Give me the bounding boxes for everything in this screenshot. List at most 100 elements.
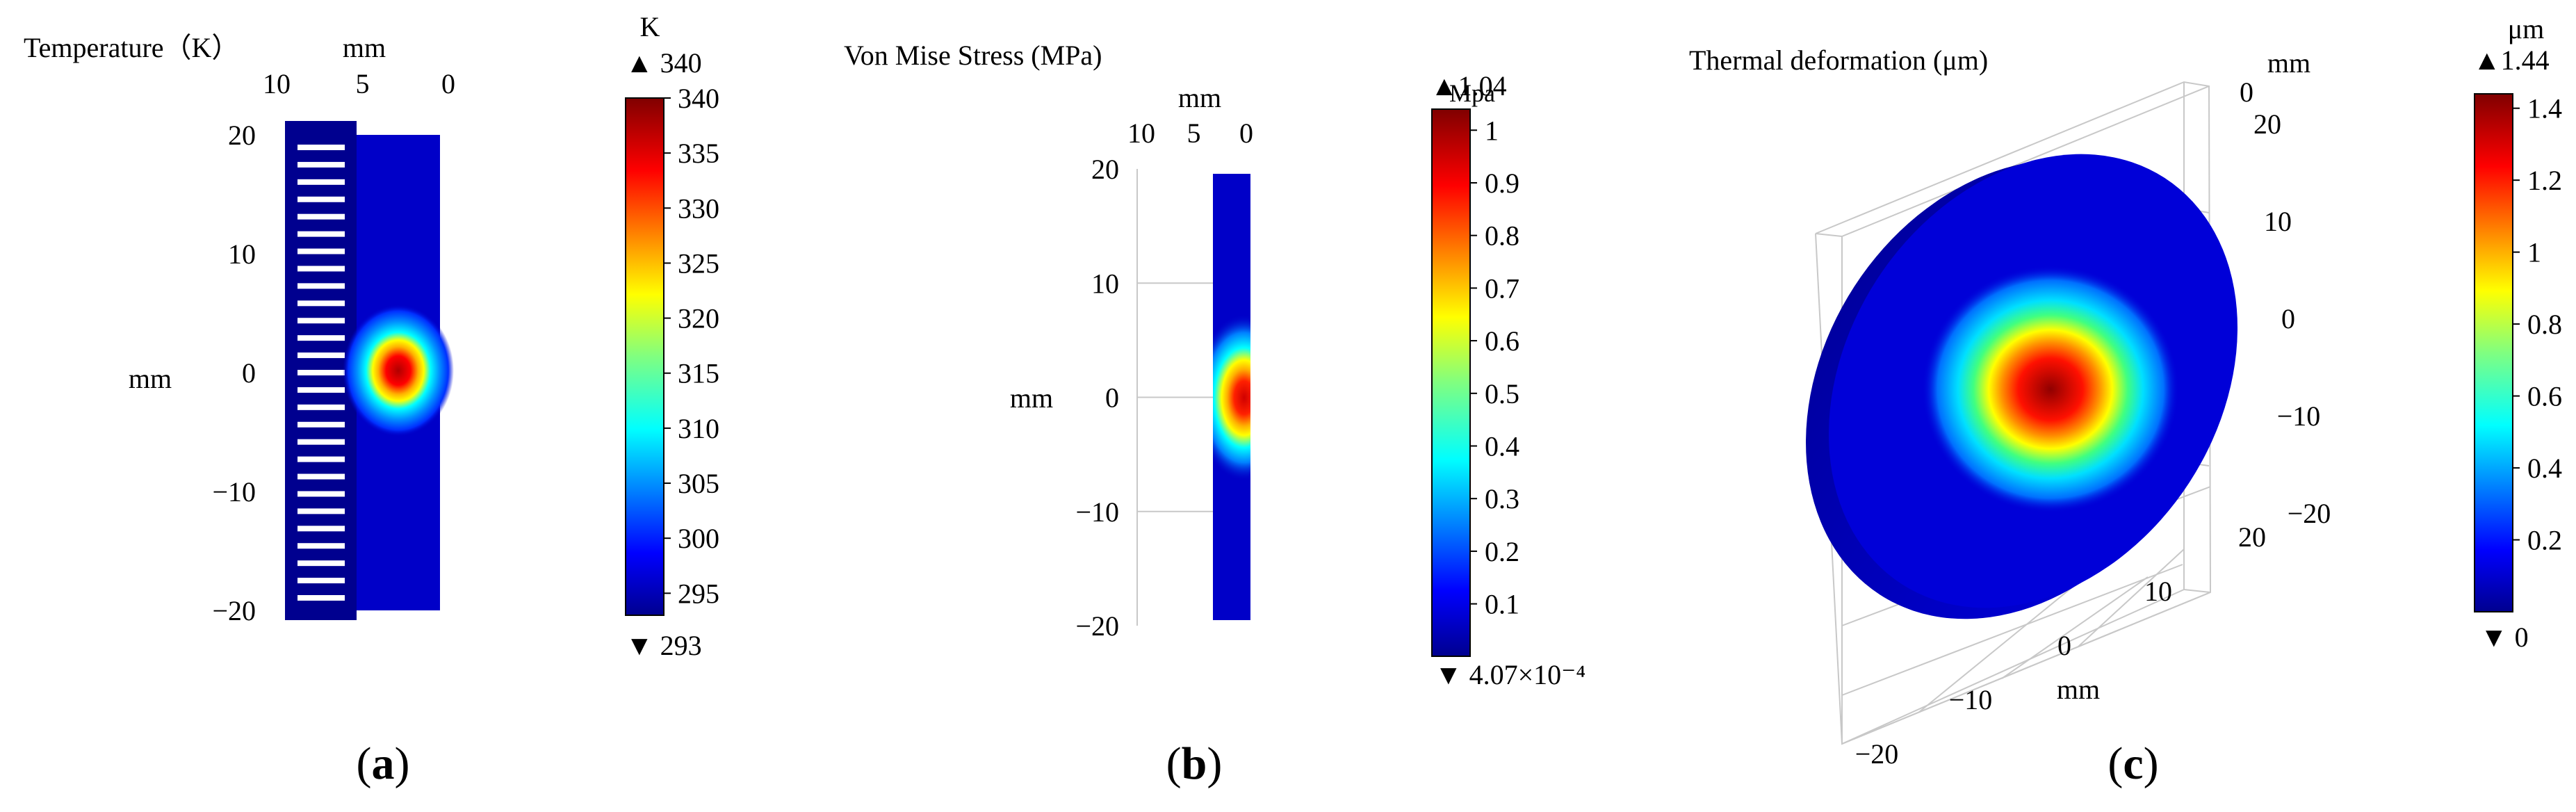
panel-c-colorbar-tick-label: 0.2 <box>2527 525 2562 556</box>
panel-b-y-tick: 20 <box>1091 154 1119 185</box>
panel-label: (b) <box>1166 738 1223 789</box>
panel-a-fin <box>297 318 345 324</box>
panel-c-z-tick: −10 <box>2277 400 2321 432</box>
panel-b-x-tick: 0 <box>1239 117 1253 149</box>
panel-a-x-label: mm <box>343 32 386 63</box>
panel-a-fin <box>297 300 345 307</box>
panel-a-fin <box>297 352 345 359</box>
panel-c-disk <box>1806 154 2238 619</box>
panel-b: Von Mise Stress (MPa) mm 10 5 0 20 10 0 −10 −2… <box>844 40 1585 690</box>
panel-c-colorbar-tick-label: 0.4 <box>2527 453 2562 484</box>
panel-label-open: ( <box>1166 738 1182 789</box>
panel-a-hotspot <box>343 304 454 437</box>
panel-label-open: ( <box>357 738 372 789</box>
panel-a-colorbar-tick-label: 335 <box>678 138 719 169</box>
panel-b-colorbar-tick-label: 0.2 <box>1485 536 1519 567</box>
panel-c-colorbar-tick-label: 1 <box>2527 237 2541 268</box>
panel-c-z-top-tick: 0 <box>2240 76 2253 108</box>
panel-c-colorbar-unit: μm <box>2508 13 2545 44</box>
panel-c-colorbar-tick-label: 0.6 <box>2527 381 2562 412</box>
panel-b-colorbar-min: ▼ 4.07×10⁻⁴ <box>1435 659 1585 690</box>
panel-c-colorbar-tick-label: 1.4 <box>2527 93 2562 124</box>
panel-a-fin <box>297 456 345 462</box>
panel-a-colorbar-min: ▼ 293 <box>626 630 702 661</box>
panel-a-colorbar-tick-label: 315 <box>678 358 719 389</box>
panel-label-letter: a <box>372 738 395 789</box>
panel-b-x-tick: 5 <box>1187 117 1201 149</box>
panel-a-fin <box>297 231 345 237</box>
panel-c-title: Thermal deformation (μm) <box>1689 44 1988 76</box>
panel-c-x-tick: 0 <box>2057 630 2071 661</box>
panel-c-colorbar <box>2474 93 2513 612</box>
panel-b-y-tick: 0 <box>1105 382 1119 414</box>
panel-c-z-tick: −20 <box>2288 498 2331 529</box>
panel-c-hotspot <box>1922 266 2179 513</box>
panel-a-y-label: mm <box>129 363 172 394</box>
panel-a-fin <box>297 473 345 480</box>
panel-a-fin <box>297 578 345 584</box>
panel-a-colorbar-tick-label: 305 <box>678 468 719 499</box>
panel-a-fin <box>297 266 345 272</box>
panel-b-colorbar-tick-label: 0.6 <box>1485 325 1519 357</box>
panel-c-x-tick: −10 <box>1949 684 1993 715</box>
panel-a-fin <box>297 508 345 514</box>
panel-a-colorbar-tick-label: 295 <box>678 578 719 609</box>
panel-b-colorbar-tick-label: 0.9 <box>1485 168 1519 199</box>
panel-label-close: ) <box>395 738 410 789</box>
panel-c-axis-label-x: mm <box>2057 674 2100 705</box>
panel-c-z-tick: 20 <box>2253 108 2281 140</box>
panel-b-colorbar-max: ▲1.04 <box>1430 70 1507 102</box>
panel-b-colorbar-tick-label: 0.7 <box>1485 273 1519 304</box>
panel-b-colorbar-tick-label: 1 <box>1485 115 1499 146</box>
panel-a-colorbar-tick-label: 325 <box>678 247 719 279</box>
panel-c-x-tick: 20 <box>2238 521 2266 553</box>
panel-b-colorbar-tick-label: 0.1 <box>1485 589 1519 620</box>
panel-c: Thermal deformation (μm) <box>1689 13 2562 770</box>
panel-label: (a) <box>357 738 410 789</box>
panel-c-colorbar-min: ▼ 0 <box>2480 622 2529 653</box>
panel-label: (c) <box>2108 738 2158 789</box>
panel-a-fin <box>297 421 345 428</box>
panel-a-colorbar-unit: K <box>640 11 660 42</box>
panel-a-fin <box>297 213 345 220</box>
panel-a-x-tick: 0 <box>441 68 455 99</box>
panel-b-title: Von Mise Stress (MPa) <box>844 40 1102 71</box>
panel-b-y-label: mm <box>1010 382 1053 414</box>
panel-b-plot <box>1213 174 1250 620</box>
panel-a-title: Temperature（K） <box>24 32 239 63</box>
panel-a-colorbar-tick-label: 330 <box>678 193 719 224</box>
panel-c-colorbar-tick-label: 1.2 <box>2527 165 2562 196</box>
panel-a-y-tick: −10 <box>212 476 256 508</box>
panel-a-colorbar-tick-label: 340 <box>678 83 719 114</box>
panel-a-y-tick: 10 <box>228 238 256 270</box>
panel-a-colorbar <box>625 97 665 616</box>
panel-label-close: ) <box>1207 738 1222 789</box>
panel-a-fin <box>297 526 345 532</box>
panel-a-fin <box>297 491 345 497</box>
panel-c-colorbar-tick-label: 0.8 <box>2527 309 2562 340</box>
panel-b-y-tick: −20 <box>1075 610 1119 642</box>
panel-a-fin <box>297 595 345 601</box>
panel-a-fin <box>297 248 345 254</box>
panel-label-close: ) <box>2144 738 2159 789</box>
panel-a-fin <box>297 560 345 567</box>
panel-b-colorbar-unit: Mpa <box>1449 79 1495 107</box>
panel-a-y-tick: 0 <box>242 357 256 389</box>
panel-a-fin <box>297 439 345 445</box>
panel-a-fin <box>297 387 345 393</box>
panel-label-letter: c <box>2123 738 2143 789</box>
panel-a-x-tick: 5 <box>356 68 370 99</box>
panel-label-letter: b <box>1182 738 1207 789</box>
panel-b-y-tick: −10 <box>1075 496 1119 528</box>
panel-b-colorbar-tick-label: 0.3 <box>1485 483 1519 514</box>
panel-c-z-tick: 0 <box>2281 303 2295 334</box>
panel-a-colorbar-tick-label: 300 <box>678 523 719 554</box>
panel-label-open: ( <box>2108 738 2123 789</box>
panel-a-fin <box>297 179 345 185</box>
panel-c-x-tick: −20 <box>1855 738 1899 770</box>
panel-a-fin <box>297 283 345 289</box>
panel-a-fin <box>297 335 345 341</box>
panel-b-hotspot <box>1213 314 1250 481</box>
panel-b-colorbar-tick-label: 0.8 <box>1485 220 1519 252</box>
